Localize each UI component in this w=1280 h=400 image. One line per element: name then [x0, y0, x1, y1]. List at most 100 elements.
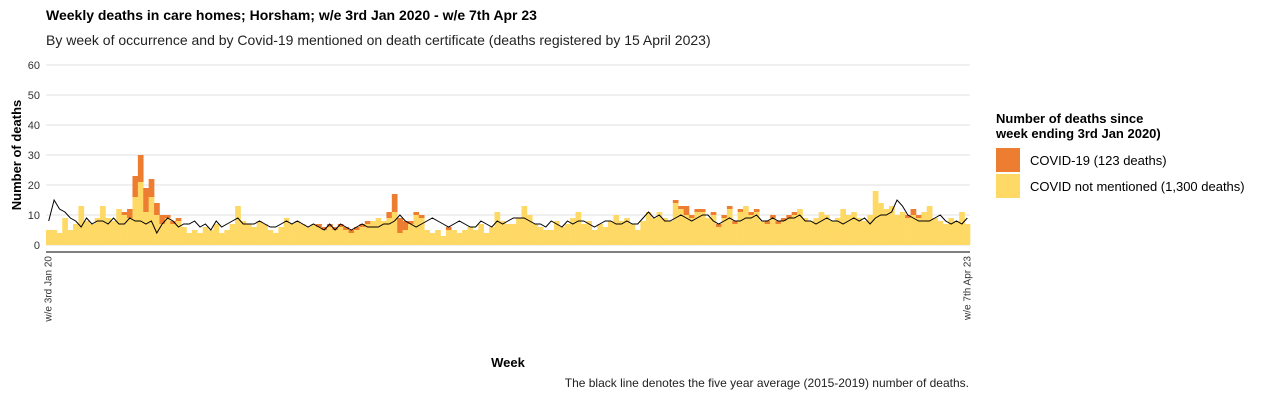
bar-noncovid	[716, 227, 722, 245]
bar-noncovid	[283, 218, 290, 245]
bar-covid	[143, 188, 149, 212]
bar-noncovid	[575, 212, 582, 245]
bar-covid	[780, 218, 787, 221]
bar-noncovid	[959, 212, 965, 245]
bar-noncovid	[807, 221, 814, 245]
bar-noncovid	[310, 224, 317, 245]
legend-label-noncovid: COVID not mentioned (1,300 deaths)	[1030, 178, 1245, 194]
bar-noncovid	[316, 227, 322, 245]
y-tick-label: 50	[28, 90, 40, 102]
bar-covid	[359, 224, 366, 227]
bar-noncovid	[229, 224, 236, 245]
bar-noncovid	[899, 212, 906, 245]
bar-noncovid	[651, 218, 657, 245]
bar-noncovid	[856, 218, 863, 245]
bar-noncovid	[634, 230, 641, 245]
bar-noncovid	[154, 215, 160, 245]
bar-noncovid	[743, 206, 749, 245]
bar-noncovid	[921, 212, 928, 245]
bar-noncovid	[699, 212, 706, 245]
bar-covid	[678, 206, 684, 209]
bar-noncovid	[110, 221, 117, 245]
bar-covid	[154, 203, 160, 215]
bar-noncovid	[570, 218, 576, 245]
bar-covid	[354, 227, 360, 230]
bar-noncovid	[905, 218, 911, 245]
bar-noncovid	[910, 215, 917, 245]
bar-noncovid	[197, 233, 204, 245]
bar-noncovid	[629, 224, 636, 245]
bar-noncovid	[689, 218, 695, 245]
bar-noncovid	[262, 224, 268, 245]
bar-noncovid	[813, 218, 820, 245]
y-axis-title: Number of deaths	[9, 100, 24, 211]
bar-noncovid	[559, 227, 566, 245]
bar-noncovid	[483, 233, 490, 245]
bar-covid	[732, 221, 738, 224]
bar-noncovid	[851, 212, 857, 245]
bar-noncovid	[694, 212, 701, 245]
bar-covid	[132, 176, 139, 197]
legend-swatch-covid	[996, 148, 1020, 172]
bar-noncovid	[780, 221, 787, 245]
bar-noncovid	[894, 215, 901, 245]
bar-noncovid	[397, 233, 403, 245]
bar-noncovid	[640, 221, 647, 245]
bar-covid	[397, 218, 403, 233]
bar-covid	[364, 221, 371, 224]
bar-covid	[326, 224, 333, 227]
bar-noncovid	[613, 215, 620, 245]
bar-covid	[694, 209, 701, 212]
bar-noncovid	[186, 233, 193, 245]
bar-covid	[332, 227, 339, 230]
bar-noncovid	[656, 212, 663, 245]
bar-noncovid	[381, 221, 387, 245]
bar-noncovid	[235, 206, 241, 245]
bar-covid	[672, 200, 679, 203]
bar-covid	[721, 215, 728, 218]
bar-noncovid	[932, 218, 938, 245]
bar-covid	[786, 215, 792, 218]
bar-noncovid	[770, 218, 776, 245]
bar-covid	[764, 221, 771, 224]
bar-noncovid	[624, 218, 630, 245]
bar-noncovid	[159, 224, 166, 245]
y-axis-ticks: 0 10 20 30 40 50 60	[28, 60, 40, 252]
bar-noncovid	[337, 227, 344, 245]
bar-noncovid	[213, 224, 220, 245]
bar-noncovid	[705, 218, 711, 245]
bar-noncovid	[888, 206, 895, 245]
bar-noncovid	[348, 233, 355, 245]
bar-noncovid	[543, 230, 549, 245]
bar-covid	[699, 209, 706, 212]
bar-covid	[910, 209, 917, 215]
bar-covid	[391, 194, 398, 212]
bars	[46, 155, 971, 245]
bar-noncovid	[202, 227, 209, 245]
bar-noncovid	[964, 224, 971, 245]
bar-noncovid	[737, 212, 744, 245]
bar-covid	[775, 221, 782, 224]
bar-noncovid	[818, 212, 825, 245]
bar-noncovid	[926, 206, 933, 245]
bar-noncovid	[840, 209, 847, 245]
bar-noncovid	[953, 221, 960, 245]
x-tick-label-last: w/e 7th Apr 23	[962, 256, 973, 321]
bar-covid	[148, 179, 155, 197]
bar-noncovid	[408, 224, 414, 245]
bar-noncovid	[499, 221, 506, 245]
bar-noncovid	[208, 230, 214, 245]
bar-noncovid	[462, 230, 468, 245]
bar-noncovid	[937, 221, 944, 245]
bar-noncovid	[354, 230, 360, 245]
bar-noncovid	[537, 227, 544, 245]
bar-noncovid	[942, 224, 949, 245]
average-line-group	[48, 198, 968, 235]
legend-title-line-2: week ending 3rd Jan 2020)	[996, 126, 1161, 141]
bar-noncovid	[386, 218, 393, 245]
bar-covid	[915, 215, 922, 218]
legend-title-line-1: Number of deaths since	[996, 111, 1144, 126]
bar-noncovid	[267, 230, 274, 245]
bar-noncovid	[364, 224, 371, 245]
bar-noncovid	[62, 218, 68, 245]
